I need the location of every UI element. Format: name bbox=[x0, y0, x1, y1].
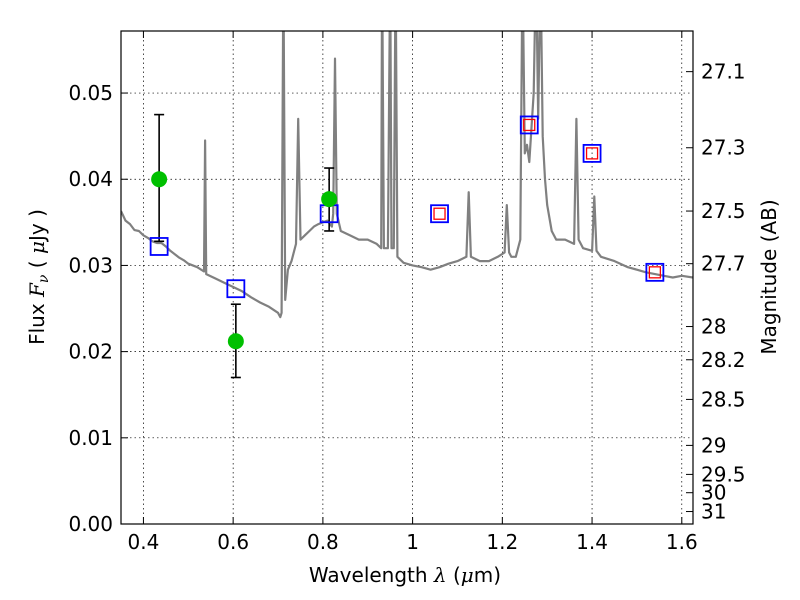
x-axis-label-open: ( bbox=[447, 563, 461, 587]
model-band-inner-marker-4 bbox=[523, 118, 536, 132]
y2-tick-label-4: 28 bbox=[701, 315, 726, 339]
x-tick-label-2: 0.8 bbox=[307, 530, 339, 554]
model-band-marker-3 bbox=[430, 204, 449, 224]
y2-tick-label-10: 31 bbox=[701, 500, 726, 524]
y-tick-label-2: 0.02 bbox=[68, 340, 113, 364]
model-band-marker-5 bbox=[582, 143, 602, 163]
y2-tick-label-7: 29 bbox=[701, 433, 726, 457]
y-axis-label-f: F bbox=[25, 282, 49, 298]
y2-tick-label-8: 29.5 bbox=[701, 462, 746, 486]
y2-tick-label-6: 28.5 bbox=[701, 387, 746, 411]
y-axis-label-unit: Jy ) bbox=[25, 209, 49, 243]
y-tick-label-3: 0.03 bbox=[68, 253, 113, 277]
observed-point-2 bbox=[321, 191, 338, 208]
x-tick-label-3: 1 bbox=[406, 530, 419, 554]
y-tick-label-1: 0.01 bbox=[68, 426, 113, 450]
observed-point-1 bbox=[227, 333, 244, 350]
x-axis-label: Wavelength λ (μm) bbox=[309, 563, 501, 587]
y-tick-label-4: 0.04 bbox=[68, 167, 113, 191]
y2-tick-label-3: 27.7 bbox=[701, 252, 746, 276]
plot-area bbox=[121, 31, 693, 319]
x-tick-label-0: 0.4 bbox=[128, 530, 160, 554]
x-tick-label-6: 1.6 bbox=[666, 530, 698, 554]
model-band-inner-marker-6 bbox=[648, 266, 662, 279]
y-axis-label-mu: μ bbox=[25, 241, 49, 254]
observed-markers bbox=[151, 171, 338, 350]
x-axis-label-mu: μ bbox=[461, 563, 474, 587]
model-band-marker-1 bbox=[226, 279, 246, 299]
y2-tick-label-2: 27.5 bbox=[701, 199, 746, 223]
y-axis-label: Flux Fν ( μJy ) bbox=[25, 209, 52, 345]
y-axis-ticks: 0.00 0.01 0.02 0.03 0.04 0.05 bbox=[68, 81, 128, 536]
y-axis-label-text: Flux bbox=[25, 297, 49, 345]
y2-tick-label-1: 27.3 bbox=[701, 136, 746, 160]
observed-point-0 bbox=[151, 171, 168, 188]
y2-axis-label: Magnitude (AB) bbox=[757, 199, 781, 354]
x-tick-label-1: 0.6 bbox=[217, 530, 249, 554]
model-band-markers bbox=[149, 115, 665, 299]
y2-tick-label-0: 27.1 bbox=[701, 60, 746, 84]
y-tick-label-5: 0.05 bbox=[68, 81, 113, 105]
y-axis-label-nu: ν bbox=[36, 274, 52, 283]
x-axis-ticks: 0.4 0.6 0.8 1 1.2 1.4 1.6 bbox=[128, 31, 698, 554]
plot-frame bbox=[120, 30, 694, 525]
model-band-marker-0 bbox=[149, 237, 169, 256]
y2-tick-label-9: 30 bbox=[701, 481, 726, 505]
x-tick-label-5: 1.4 bbox=[576, 530, 608, 554]
model-band-marker-4 bbox=[519, 115, 539, 135]
model-band-marker-6 bbox=[645, 262, 665, 282]
y-axis-label-open: ( bbox=[25, 254, 49, 275]
y-tick-label-0: 0.00 bbox=[68, 512, 113, 536]
model-band-inner-marker-5 bbox=[585, 147, 599, 160]
model-spectrum-line bbox=[121, 31, 693, 319]
x-axis-label-lambda: λ bbox=[433, 563, 447, 587]
x-axis-label-unit: m) bbox=[474, 563, 501, 587]
y2-tick-label-5: 28.2 bbox=[701, 348, 746, 372]
model-band-inner-marker-3 bbox=[433, 207, 446, 220]
x-axis-label-text: Wavelength bbox=[309, 563, 434, 587]
x-tick-label-4: 1.2 bbox=[486, 530, 518, 554]
grid-lines bbox=[121, 31, 693, 524]
